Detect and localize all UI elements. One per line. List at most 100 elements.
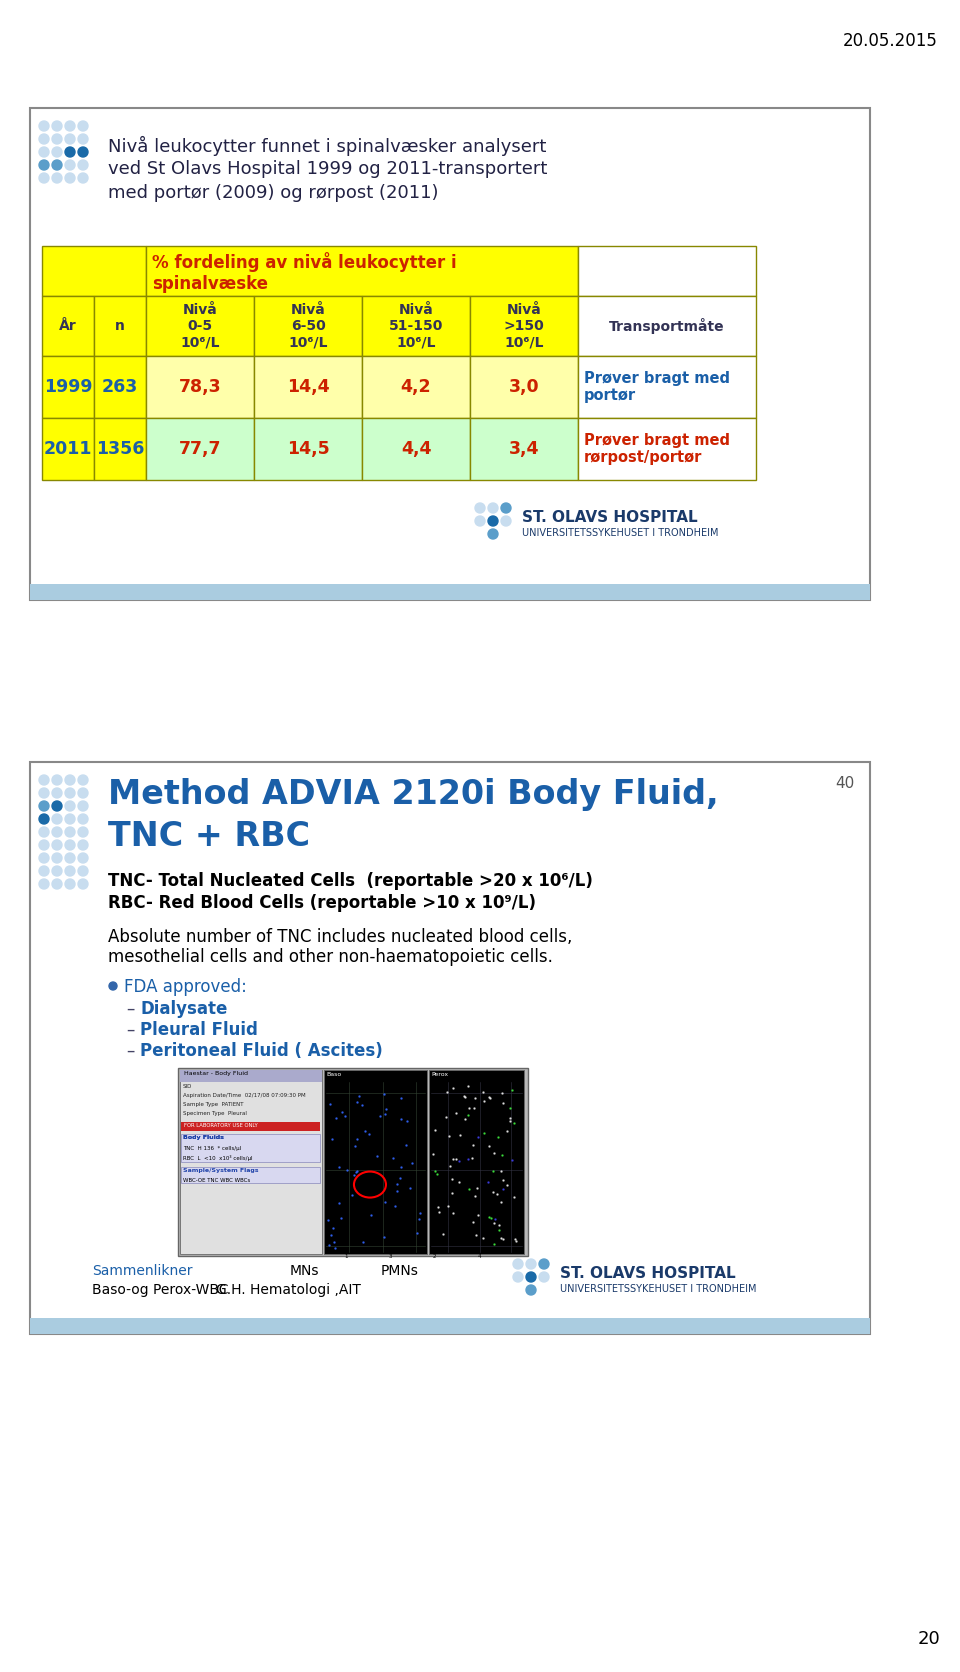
Circle shape	[39, 801, 49, 811]
Circle shape	[65, 839, 75, 849]
Text: UNIVERSITETSSYKEHUSET I TRONDHEIM: UNIVERSITETSSYKEHUSET I TRONDHEIM	[560, 1284, 756, 1294]
Text: Sample/System Flags: Sample/System Flags	[183, 1169, 258, 1174]
Bar	[362, 296, 470, 356]
Text: Prøver bragt med
rørpost/portør: Prøver bragt med rørpost/portør	[584, 433, 730, 465]
Bar	[181, 1167, 320, 1184]
Text: FOR LABORATORY USE ONLY: FOR LABORATORY USE ONLY	[184, 1124, 257, 1129]
Circle shape	[52, 814, 62, 824]
Circle shape	[78, 839, 88, 849]
Text: Baso-og Perox-WBC: Baso-og Perox-WBC	[92, 1282, 228, 1297]
Bar	[362, 356, 470, 418]
Circle shape	[488, 517, 498, 527]
Bar	[578, 246, 756, 296]
Text: Sample Type  PATIENT: Sample Type PATIENT	[183, 1102, 244, 1107]
Bar	[429, 1070, 524, 1254]
Circle shape	[539, 1259, 549, 1269]
Text: G.H. Hematologi ,AIT: G.H. Hematologi ,AIT	[217, 1282, 361, 1297]
Text: 40: 40	[836, 776, 855, 791]
Text: Prøver bragt med
portør: Prøver bragt med portør	[584, 371, 730, 403]
Circle shape	[39, 853, 49, 863]
Circle shape	[65, 134, 75, 144]
Text: UNIVERSITETSSYKEHUSET I TRONDHEIM: UNIVERSITETSSYKEHUSET I TRONDHEIM	[522, 528, 718, 538]
Circle shape	[39, 134, 49, 144]
Text: 1: 1	[344, 1254, 348, 1259]
Text: 20: 20	[917, 1630, 940, 1649]
Text: 4,4: 4,4	[400, 440, 431, 458]
Text: 78,3: 78,3	[179, 378, 222, 396]
Circle shape	[39, 866, 49, 876]
Circle shape	[78, 801, 88, 811]
Bar	[146, 418, 254, 480]
Circle shape	[39, 172, 49, 182]
Bar	[578, 296, 756, 356]
Text: 1999: 1999	[44, 378, 92, 396]
Circle shape	[65, 147, 75, 157]
Circle shape	[39, 147, 49, 157]
Bar	[146, 356, 254, 418]
Bar	[470, 356, 578, 418]
Text: mesothelial cells and other non-haematopoietic cells.: mesothelial cells and other non-haematop…	[108, 948, 553, 966]
Text: Nivå leukocytter funnet i spinalvæsker analysert: Nivå leukocytter funnet i spinalvæsker a…	[108, 135, 546, 155]
Circle shape	[526, 1286, 536, 1296]
Text: Baso: Baso	[326, 1072, 342, 1077]
Text: 14,5: 14,5	[287, 440, 329, 458]
Bar	[146, 296, 254, 356]
Text: TNC + RBC: TNC + RBC	[108, 819, 310, 853]
Circle shape	[78, 120, 88, 130]
Circle shape	[52, 853, 62, 863]
Text: Nivå
0-5
10⁶/L: Nivå 0-5 10⁶/L	[180, 303, 220, 349]
Bar	[146, 246, 578, 296]
Bar	[178, 1068, 528, 1256]
Text: RBC  L  <10  x10³ cells/µl: RBC L <10 x10³ cells/µl	[183, 1155, 252, 1160]
Circle shape	[65, 120, 75, 130]
Circle shape	[52, 788, 62, 798]
Circle shape	[39, 161, 49, 171]
Circle shape	[52, 134, 62, 144]
Text: Transportmåte: Transportmåte	[610, 318, 725, 334]
Bar	[42, 296, 94, 356]
Circle shape	[52, 120, 62, 130]
Bar	[180, 1070, 322, 1254]
Circle shape	[39, 814, 49, 824]
Circle shape	[52, 161, 62, 171]
Circle shape	[39, 776, 49, 784]
Text: År: År	[60, 319, 77, 333]
Circle shape	[65, 828, 75, 838]
Circle shape	[488, 503, 498, 513]
Text: 3: 3	[389, 1254, 392, 1259]
Circle shape	[52, 828, 62, 838]
Text: Peritoneal Fluid ( Ascites): Peritoneal Fluid ( Ascites)	[140, 1042, 383, 1060]
Text: % fordeling av nivå leukocytter i
spinalvæske: % fordeling av nivå leukocytter i spinal…	[152, 252, 457, 293]
Bar	[94, 418, 146, 480]
Text: Method ADVIA 2120i Body Fluid,: Method ADVIA 2120i Body Fluid,	[108, 777, 719, 811]
Circle shape	[501, 503, 511, 513]
Circle shape	[78, 828, 88, 838]
Bar	[181, 1134, 320, 1162]
Text: Nivå
>150
10⁶/L: Nivå >150 10⁶/L	[504, 303, 544, 349]
Bar	[30, 584, 870, 600]
Text: med portør (2009) og rørpost (2011): med portør (2009) og rørpost (2011)	[108, 184, 439, 202]
Circle shape	[78, 147, 88, 157]
Text: SID: SID	[183, 1083, 192, 1088]
Circle shape	[526, 1259, 536, 1269]
Circle shape	[488, 528, 498, 538]
Circle shape	[513, 1259, 523, 1269]
Circle shape	[65, 172, 75, 182]
Text: 2: 2	[433, 1254, 437, 1259]
Text: TNC  H 136  * cells/µl: TNC H 136 * cells/µl	[183, 1145, 241, 1150]
Text: 3,0: 3,0	[509, 378, 540, 396]
Circle shape	[475, 517, 485, 527]
Circle shape	[52, 776, 62, 784]
Circle shape	[78, 814, 88, 824]
Circle shape	[39, 879, 49, 890]
Circle shape	[78, 879, 88, 890]
Circle shape	[513, 1272, 523, 1282]
Text: 14,4: 14,4	[287, 378, 329, 396]
Circle shape	[52, 879, 62, 890]
Bar	[470, 418, 578, 480]
Bar	[578, 356, 756, 418]
Text: Absolute number of TNC includes nucleated blood cells,: Absolute number of TNC includes nucleate…	[108, 928, 572, 946]
Circle shape	[109, 981, 117, 990]
Bar	[362, 418, 470, 480]
Circle shape	[78, 134, 88, 144]
